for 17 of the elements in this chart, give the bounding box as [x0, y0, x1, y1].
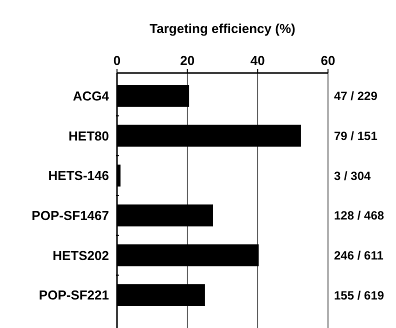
y-tick-label: POP-SF1467 [32, 208, 109, 223]
x-tick-label: 60 [320, 53, 336, 68]
count-note: 3 / 304 [334, 168, 371, 183]
count-note: 79 / 151 [334, 128, 378, 143]
y-tick-label: HETS-146 [48, 168, 109, 184]
y-tick-label: HETS202 [52, 248, 109, 263]
y-tick-label: ACG4 [72, 88, 110, 104]
count-note: 47 / 229 [334, 89, 378, 104]
y-tick-label: HET80 [68, 128, 109, 144]
x-tick-label: 40 [250, 53, 265, 68]
count-note: 128 / 468 [334, 208, 384, 223]
x-tick-label: 0 [113, 53, 121, 68]
x-axis-title: Targeting efficiency (%) [150, 21, 296, 36]
count-note: 155 / 619 [334, 288, 384, 302]
y-tick-label: POP-SF221 [38, 288, 109, 303]
x-tick-label: 20 [180, 53, 195, 68]
count-note: 246 / 611 [334, 248, 384, 262]
